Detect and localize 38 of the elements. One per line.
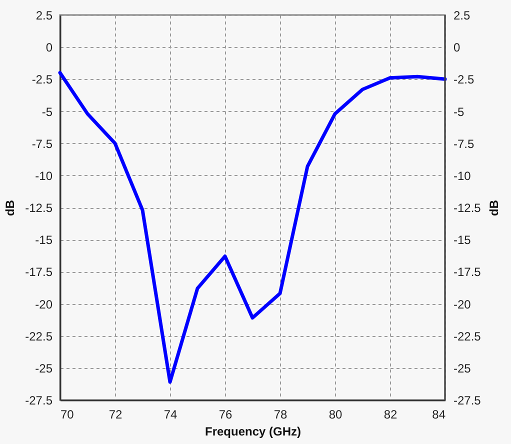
y-tick-label: -5: [42, 104, 53, 119]
x-tick-label: 70: [60, 408, 74, 422]
y-tick-label: -15: [35, 233, 53, 248]
x-tick-label: 82: [384, 408, 398, 422]
y-tick-label: 0: [46, 40, 53, 55]
y2-tick-label: -7.5: [454, 136, 475, 151]
y2-tick-label: -22.5: [454, 329, 482, 344]
y2-tick-label: -5: [454, 104, 464, 119]
y2-tick-label: -15: [454, 233, 472, 248]
x-tick-label: 74: [164, 408, 178, 422]
y-tick-label: -20: [35, 297, 53, 312]
y2-tick-label: 2.5: [454, 8, 471, 22]
y-tick-label: -2.5: [32, 72, 53, 87]
line-series: [58, 71, 447, 384]
x-axis-title: Frequency (GHz): [204, 424, 302, 438]
y-tick-label: -25: [35, 361, 53, 376]
x-tick-label: 72: [108, 408, 122, 422]
y2-tick-label: -25: [454, 361, 472, 376]
y2-tick-label: -2.5: [454, 72, 475, 87]
y2-tick-label: -17.5: [454, 265, 482, 280]
y-tick-label: -12.5: [25, 201, 53, 215]
x-tick-label: 78: [274, 408, 288, 422]
y-tick-label: 2.5: [36, 8, 53, 22]
x-tick-label: 84: [432, 408, 446, 422]
x-tick-label: 80: [328, 408, 342, 422]
y-tick-label: -7.5: [32, 136, 53, 151]
x-tick-label: 76: [218, 408, 232, 422]
y-tick-label: -17.5: [25, 265, 53, 280]
y-tick-label: -27.5: [25, 394, 53, 408]
y2-tick-label: -10: [454, 168, 472, 183]
y-axis-title: dB: [3, 200, 18, 216]
y2-tick-label: -12.5: [454, 201, 482, 215]
y2-tick-label: -20: [454, 297, 472, 312]
y2-tick-label: 0: [454, 40, 460, 55]
y-tick-label: -10: [35, 168, 53, 183]
y-tick-label: -22.5: [25, 329, 53, 344]
y2-tick-label: -27.5: [454, 394, 482, 408]
y2-axis-title: dB: [486, 200, 501, 216]
